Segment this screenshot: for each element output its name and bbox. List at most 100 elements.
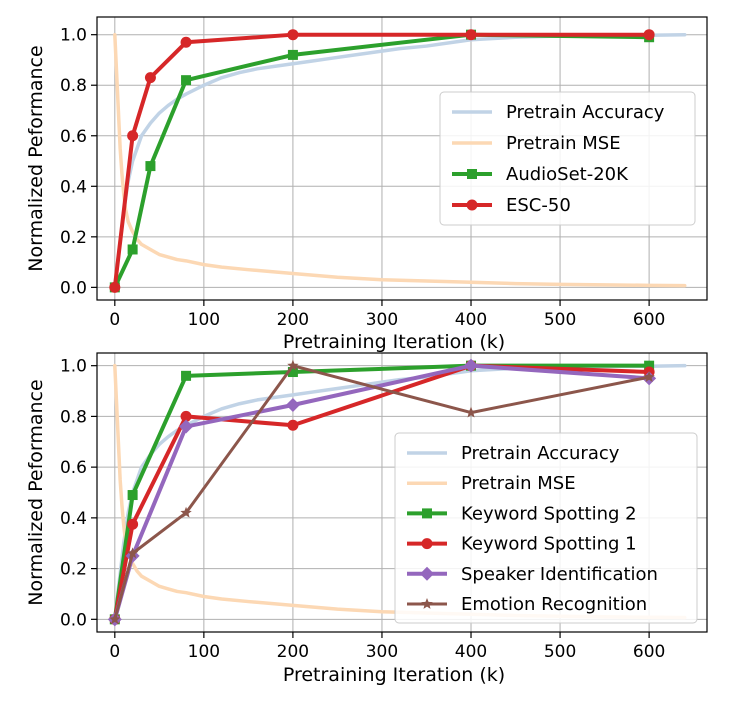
y-tick-label: 0.4 [60,509,87,529]
x-tick-label: 300 [366,310,398,330]
x-axis-title: Pretraining Iteration (k) [283,664,505,686]
y-tick-label: 0.4 [60,177,87,197]
legend-label: Emotion Recognition [461,594,647,615]
y-tick-label: 0.6 [60,127,87,147]
legend-item-keyword-spotting-2: Keyword Spotting 2 [407,503,637,524]
legend-item-pretrain-mse: Pretrain MSE [407,473,576,494]
legend-label: Keyword Spotting 2 [461,503,637,524]
data-point-emotion-recognition [109,613,121,625]
y-tick-label: 0.8 [60,76,87,96]
legend-item-emotion-recognition: Emotion Recognition [407,594,647,615]
data-point-keyword-spotting-1 [127,518,139,530]
plot-area [109,29,687,293]
x-tick-label: 200 [277,310,309,330]
data-point-keyword-spotting-2 [287,367,298,378]
series-line-pretrain-accuracy [113,363,687,622]
x-tick-label: 100 [188,310,220,330]
data-point-audioset-20k [181,75,192,86]
x-tick-label: 200 [277,642,309,662]
legend-marker [422,508,432,519]
data-point-esc-50 [643,29,655,41]
series-line-pretrain-mse [113,32,687,288]
y-tick-label: 1.0 [60,357,87,377]
series-pretrain-accuracy [113,363,687,622]
legend-marker [420,566,434,581]
data-point-keyword-spotting-1 [180,410,192,422]
y-axis-title: Normalized Peformance [25,379,47,605]
plot-frame [96,16,708,301]
legend: Pretrain Accuracy Pretrain MSE Keyword Spo… [394,432,698,624]
legend-label: Pretrain Accuracy [506,102,665,123]
data-point-audioset-20k [127,244,138,255]
y-axis-title: Normalized Peformance [25,45,47,271]
data-point-emotion-recognition [465,406,477,418]
legend-box [394,432,698,624]
data-point-esc-50 [180,36,192,48]
series-line-emotion-recognition [113,364,651,621]
x-tick-label: 400 [455,642,487,662]
data-point-emotion-recognition [126,547,139,559]
ticks: 0 100 200 300 400 500 600 0.0 0.2 0.4 0.6 0.8 1.0 [60,26,665,330]
legend-label: AudioSet-20K [506,164,629,185]
data-point-audioset-20k [287,49,298,60]
y-tick-label: 0.6 [60,458,87,478]
data-point-emotion-recognition [180,506,192,518]
data-point-esc-50 [287,29,299,41]
x-tick-label: 500 [544,310,576,330]
legend-item-speaker-identification: Speaker Identification [407,564,658,585]
x-tick-label: 600 [633,642,665,662]
series-pretrain-mse [113,32,687,288]
legend-item-audioset-20k: AudioSet-20K [452,164,629,185]
data-point-speaker-identification [285,397,300,412]
legend-item-esc-50: ESC-50 [452,195,571,216]
y-tick-label: 0.0 [60,610,87,630]
data-point-emotion-recognition [287,359,299,371]
plot-frame [96,352,708,633]
legend-label: Speaker Identification [461,564,658,585]
legend-box [439,91,696,226]
legend-label: Pretrain Accuracy [461,443,620,464]
data-point-esc-50 [144,72,156,84]
x-axis-title: Pretraining Iteration (k) [283,331,505,353]
legend-marker [421,538,433,550]
x-tick-label: 400 [455,310,487,330]
legend-label: ESC-50 [506,195,571,216]
x-tick-label: 0 [109,310,120,330]
series-esc-50 [109,29,655,293]
legend-item-keyword-spotting-1: Keyword Spotting 1 [407,534,637,555]
legend-marker [466,199,478,211]
data-point-keyword-spotting-2 [181,370,192,381]
y-tick-label: 0.0 [60,278,87,298]
data-point-emotion-recognition [643,371,655,382]
legend-label: Pretrain MSE [506,133,621,154]
legend-item-pretrain-mse: Pretrain MSE [452,133,621,154]
legend-label: Pretrain MSE [461,473,576,494]
x-tick-label: 500 [544,642,576,662]
series-line-pretrain-accuracy [113,32,687,290]
y-tick-label: 1.0 [60,26,87,46]
y-tick-label: 0.8 [60,407,87,427]
data-point-esc-50 [127,130,139,142]
legend: Pretrain Accuracy Pretrain MSE AudioSet-20… [439,91,696,226]
data-point-speaker-identification [179,419,194,434]
y-tick-label: 0.2 [60,228,87,248]
x-tick-label: 0 [109,642,120,662]
x-tick-label: 100 [188,642,220,662]
data-point-speaker-identification [464,358,479,373]
legend-marker [467,169,477,179]
data-point-esc-50 [109,281,121,293]
y-tick-label: 0.2 [60,560,87,580]
ticks: 0 100 200 300 400 500 600 0.0 0.2 0.4 0.6 0.8 1.0 [60,357,665,662]
series-pretrain-accuracy [113,32,687,290]
series-emotion-recognition [109,359,655,625]
x-tick-label: 300 [366,642,398,662]
legend-item-pretrain-accuracy: Pretrain Accuracy [452,102,665,123]
data-point-keyword-spotting-2 [644,360,655,371]
legend-marker [421,598,433,609]
legend-item-pretrain-accuracy: Pretrain Accuracy [407,443,620,464]
x-tick-label: 600 [633,310,665,330]
data-point-keyword-spotting-2 [127,490,138,501]
legend-label: Keyword Spotting 1 [461,534,637,555]
data-point-esc-50 [465,29,477,41]
